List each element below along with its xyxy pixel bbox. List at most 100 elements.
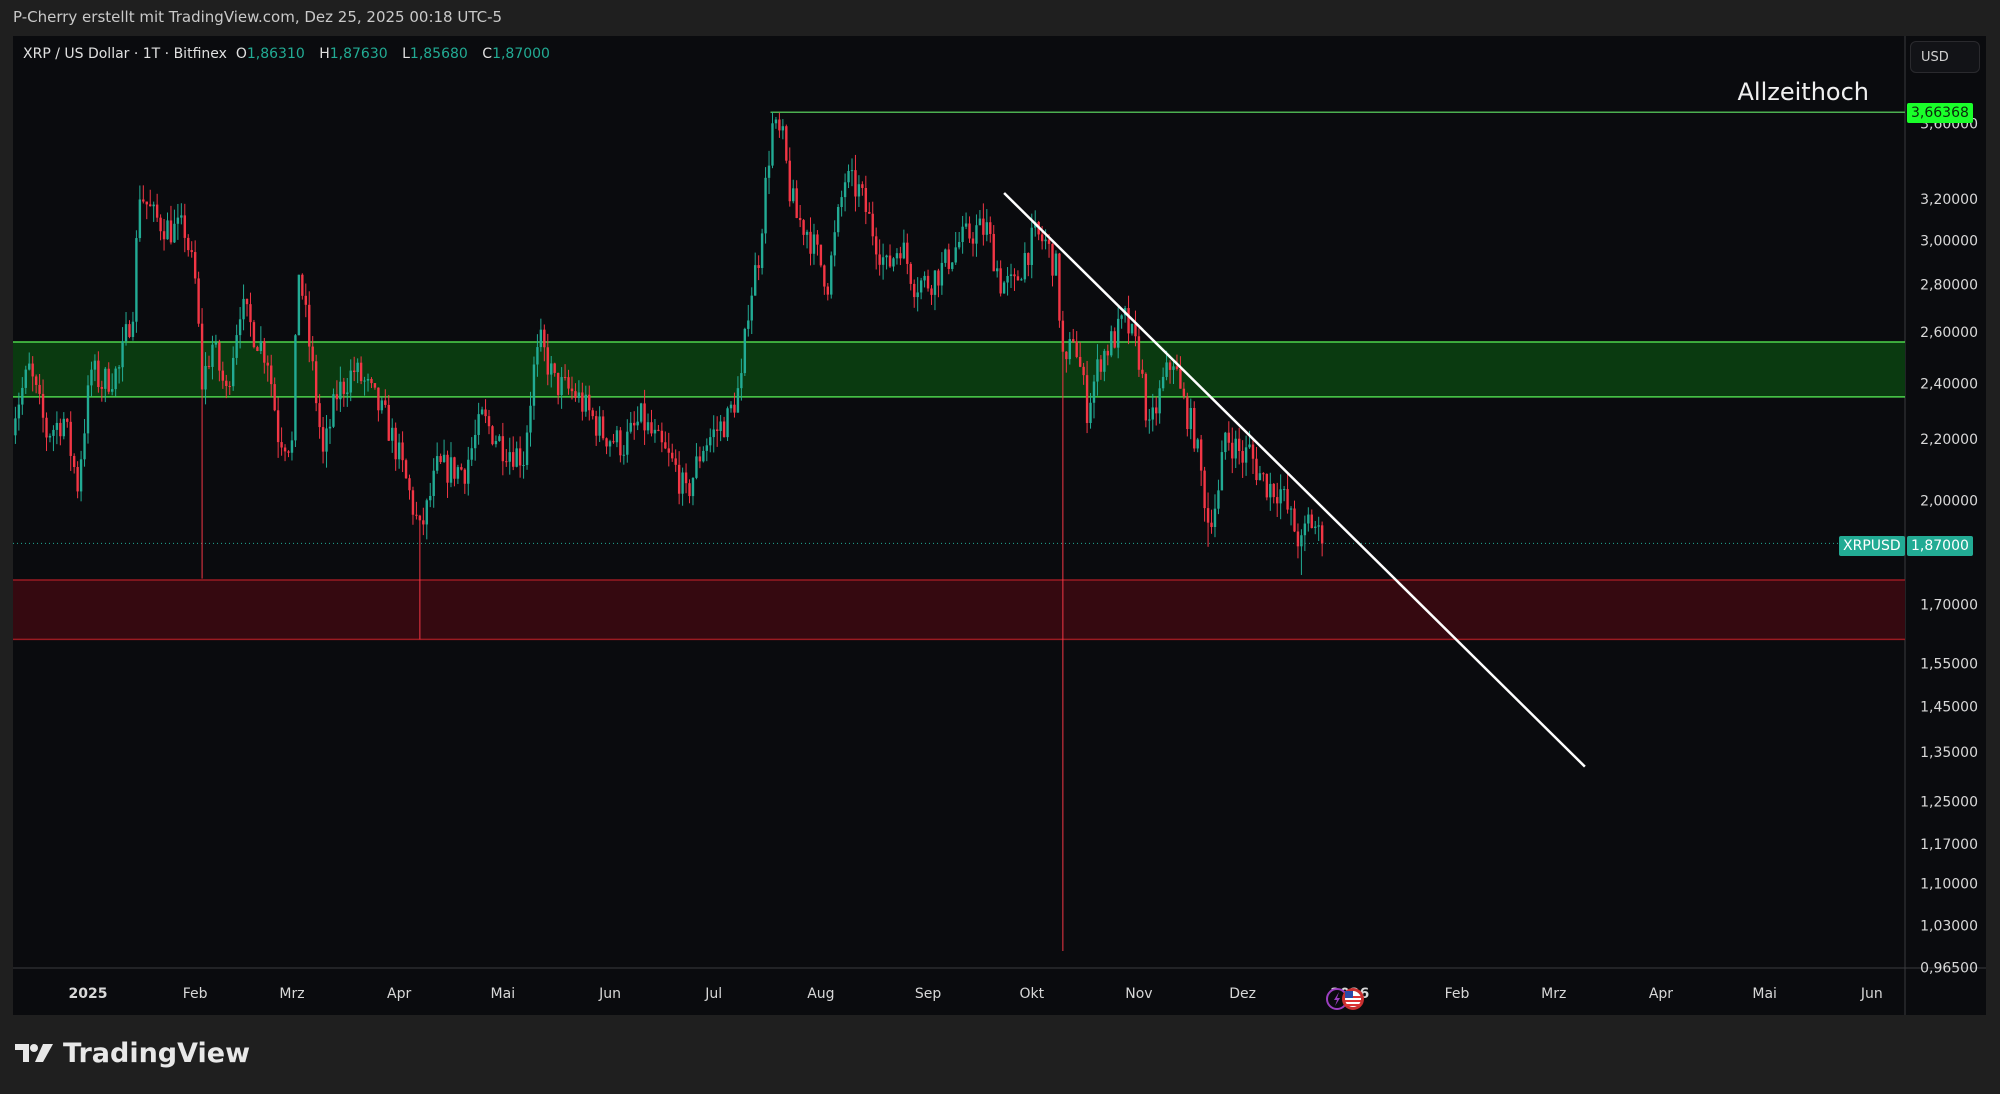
candle-body (944, 249, 947, 263)
candle-body (270, 365, 273, 385)
candle-body (726, 408, 729, 438)
candlestick-chart[interactable]: 3,600003,200003,000002,800002,600002,400… (13, 36, 1986, 1015)
candle-body (442, 454, 446, 462)
tradingview-logo[interactable]: TradingView (15, 1038, 250, 1069)
candle-body (757, 265, 760, 268)
candle-body (1241, 450, 1244, 463)
candle-body (532, 364, 536, 406)
chart-panel[interactable]: 3,60000 3,20000 3,00000 2,80000 2,60000 2,400… (13, 36, 1986, 1015)
last-price-label: 1,87000 (1907, 536, 1973, 556)
candle-body (812, 234, 816, 254)
candle-body (871, 213, 874, 237)
candle-body (1213, 508, 1217, 527)
candle-body (145, 201, 148, 205)
candle-body (601, 416, 605, 439)
candle-body (83, 433, 86, 460)
candle-body (28, 363, 31, 370)
candle-body (1165, 362, 1168, 377)
candle-body (1082, 366, 1085, 376)
candle-body (629, 422, 632, 432)
candle-body (24, 369, 27, 388)
candle-body (1072, 339, 1075, 342)
candle-body (48, 435, 52, 438)
candle-body (619, 430, 622, 456)
candle-body (321, 427, 325, 452)
candle-body (588, 394, 591, 411)
symbol-title[interactable]: XRP / US Dollar · 1T · Bitfinex (23, 46, 227, 62)
currency-button[interactable]: USD (1910, 41, 1980, 73)
candle-body (1307, 514, 1310, 524)
candle-body (764, 177, 767, 234)
candle-body (892, 258, 895, 267)
candle-body (850, 170, 854, 172)
price-tick-label: 1,25000 (1920, 795, 1978, 811)
candle-body (1120, 315, 1123, 319)
candle-body (401, 442, 404, 461)
candle-body (653, 429, 657, 434)
candle-body (916, 292, 919, 298)
candle-body (1020, 279, 1023, 281)
candle-body (1231, 442, 1234, 459)
time-tick-label: Dez (1229, 986, 1256, 1002)
candle-body (563, 377, 567, 379)
candle-body (231, 357, 235, 387)
time-tick-label: Nov (1125, 986, 1152, 1002)
candle-body (899, 253, 902, 259)
candle-body (615, 430, 619, 443)
candle-body (1137, 336, 1141, 370)
candle-body (864, 187, 868, 212)
candle-body (1289, 508, 1293, 510)
candle-body (964, 223, 968, 227)
time-tick-label: Feb (1445, 986, 1470, 1002)
us-flag-event-icon[interactable] (1342, 988, 1364, 1010)
event-markers[interactable] (1325, 986, 1369, 1016)
time-tick-label: Jul (704, 986, 722, 1002)
candle-body (76, 466, 79, 492)
candle-body (425, 500, 428, 525)
candle-body (1244, 447, 1248, 463)
candle-body (1224, 432, 1227, 453)
candle-body (861, 184, 864, 188)
time-tick-label: Mrz (1541, 986, 1566, 1002)
candle-body (1276, 497, 1279, 504)
candle-body (180, 215, 183, 218)
candle-body (404, 460, 408, 479)
candle-body (1106, 350, 1110, 356)
candle-body (173, 223, 176, 243)
candle-body (1075, 341, 1078, 357)
candle-body (1203, 470, 1206, 509)
candle-body (639, 403, 643, 422)
candle-body (131, 321, 135, 337)
candle-body (473, 434, 477, 449)
candle-body (446, 454, 449, 483)
candle-body (1182, 388, 1186, 397)
candle-body (546, 347, 549, 375)
candle-body (1265, 474, 1269, 498)
candle-body (142, 199, 145, 202)
close-value: 1,87000 (492, 46, 550, 62)
candle-body (819, 244, 823, 266)
candle-body (104, 368, 107, 389)
candle-body (356, 362, 359, 373)
candle-body (287, 451, 290, 453)
candle-body (1158, 388, 1161, 414)
candle-body (591, 410, 594, 417)
high-value: 1,87630 (329, 46, 388, 62)
candle-body (684, 472, 688, 484)
candle-body (881, 257, 885, 265)
candle-body (1016, 276, 1020, 281)
candle-body (940, 262, 944, 286)
candle-body (166, 220, 169, 240)
candle-body (581, 392, 584, 412)
candle-body (809, 231, 812, 254)
candle-body (646, 422, 650, 431)
candle-body (1023, 253, 1027, 280)
candle-body (276, 410, 280, 443)
candle-body (66, 418, 69, 422)
candle-body (633, 422, 636, 426)
candle-body (1130, 323, 1134, 334)
candle-body (1092, 381, 1096, 403)
logo-text: TradingView (63, 1038, 251, 1069)
candle-body (318, 403, 321, 428)
price-tick-label: 1,10000 (1920, 876, 1978, 892)
